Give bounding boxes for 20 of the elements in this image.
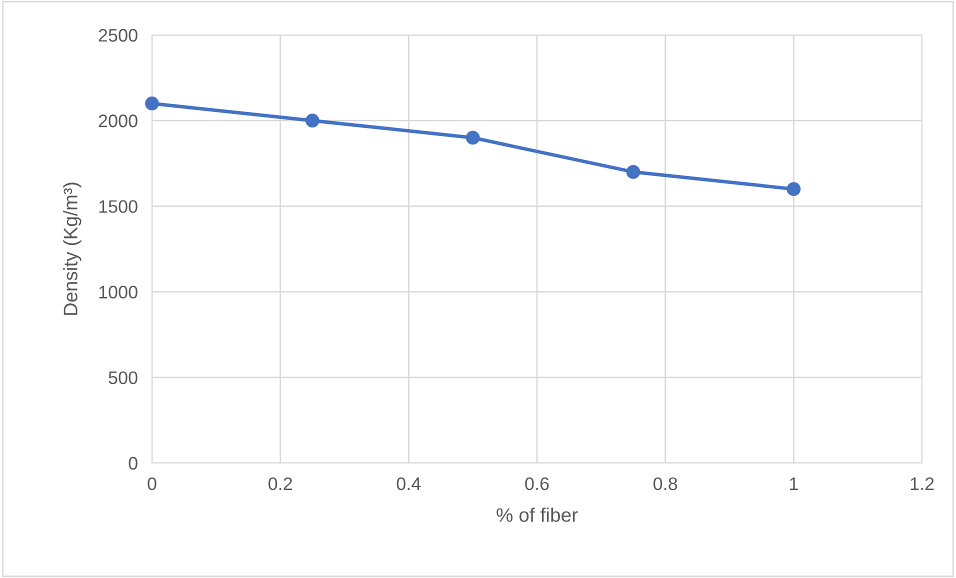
x-tick-label: 0.6 (525, 477, 549, 490)
y-tick-label: 2500 (98, 28, 138, 42)
x-tick-label: 0 (148, 477, 156, 490)
point (466, 130, 480, 145)
y-tick-label: 1000 (99, 286, 138, 299)
x-tick-label: 0.8 (653, 477, 678, 490)
x-tick-label: 1.2 (910, 477, 934, 490)
x-tick-label: 0.2 (268, 477, 292, 490)
x-axis-title: % of fiber (496, 508, 578, 522)
y-tick-label: 1500 (99, 200, 138, 213)
x-tick-label: 0.4 (396, 477, 421, 490)
y-axis-title: Density (Kg/m³) (63, 182, 82, 315)
x-tick-label: 1 (790, 478, 798, 490)
point (786, 182, 801, 196)
y-tick-label: 500 (108, 371, 138, 384)
y-tick-label: 0 (128, 456, 138, 470)
point (626, 165, 640, 179)
y-tick-label: 2000 (98, 114, 138, 128)
point (145, 96, 159, 110)
point (305, 114, 320, 128)
